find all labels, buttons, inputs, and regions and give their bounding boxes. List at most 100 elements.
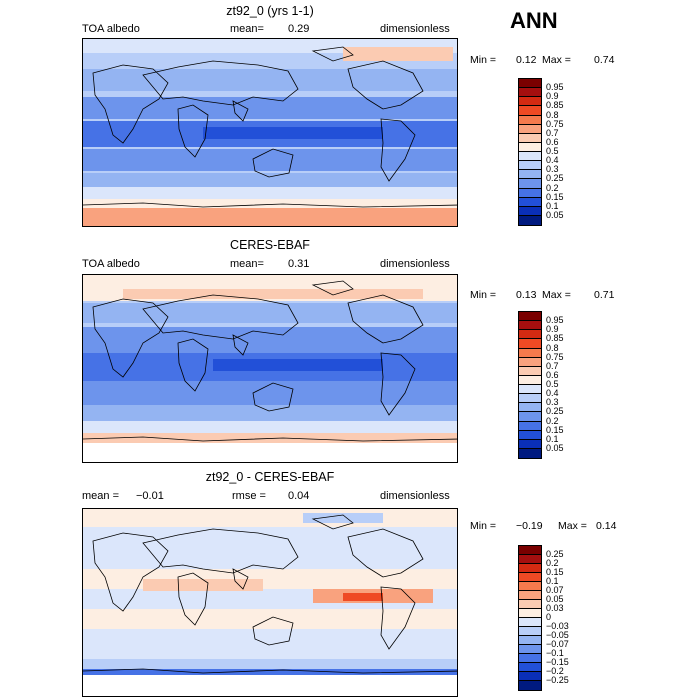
colorbar-swatch xyxy=(519,330,541,340)
colorbar-tick-label: 0.7 xyxy=(546,360,559,371)
colorbar-tick-label: 0.8 xyxy=(546,342,559,353)
panel-1-map xyxy=(82,38,458,227)
panel-3-map-field xyxy=(83,509,457,696)
colorbar-tick-label: 0.8 xyxy=(546,109,559,120)
colorbar-tick-label: 0.5 xyxy=(546,146,559,156)
colorbar-swatch xyxy=(519,627,541,636)
panel-2-variable: TOA albedo xyxy=(82,258,140,270)
colorbar-tick-label: −0.15 xyxy=(546,657,569,667)
colorbar-swatch xyxy=(519,636,541,645)
colorbar-tick-label: −0.03 xyxy=(546,621,569,631)
colorbar-tick-label: 0.15 xyxy=(546,567,564,577)
colorbar-swatch xyxy=(519,106,541,116)
colorbar-swatch xyxy=(519,403,541,413)
colorbar-tick-label: 0.85 xyxy=(546,333,564,344)
colorbar-swatch xyxy=(519,312,541,322)
colorbar-swatch xyxy=(519,672,541,681)
colorbar-swatch xyxy=(519,188,541,198)
colorbar-tick-label: 0.6 xyxy=(546,136,559,147)
panel-2-units: dimensionless xyxy=(380,258,450,270)
panel-2-map-field xyxy=(83,275,457,462)
colorbar-tick-label: 0.95 xyxy=(546,82,564,93)
panel-1-mean-label: mean= xyxy=(230,23,264,35)
colorbar-tick-label: 0.25 xyxy=(546,173,564,184)
colorbar-tick-label: 0 xyxy=(546,612,552,622)
panel-2-mean-value: 0.31 xyxy=(288,258,310,270)
colorbar-tick-label: 0.1 xyxy=(546,576,559,586)
colorbar-swatch xyxy=(519,366,541,376)
colorbar-swatch xyxy=(519,152,541,162)
colorbar-swatch xyxy=(519,645,541,654)
panel-1-mean-value: 0.29 xyxy=(288,23,310,35)
colorbar-tick-label: 0.5 xyxy=(546,379,559,389)
colorbar-swatch xyxy=(519,115,541,125)
colorbar-tick-label: −0.1 xyxy=(546,648,564,658)
colorbar-tick-label: −0.25 xyxy=(546,675,569,685)
panel-2-title: CERES-EBAF xyxy=(230,238,310,252)
colorbar-tick-label: 0.75 xyxy=(546,118,564,129)
panel-2-mean-label: mean= xyxy=(230,258,264,270)
panel-1-min-label: Min = xyxy=(470,54,496,66)
panel-1-title: zt92_0 (yrs 1-1) xyxy=(226,4,314,18)
panel-1-map-field xyxy=(83,39,457,226)
colorbar-tick-label: 0.4 xyxy=(546,155,559,166)
colorbar-swatch xyxy=(519,681,541,690)
colorbar-swatch xyxy=(519,161,541,171)
colorbar-swatch xyxy=(519,357,541,367)
colorbar-swatch xyxy=(519,555,541,564)
colorbar-tick-label: 0.95 xyxy=(546,315,564,326)
colorbar-swatch xyxy=(519,97,541,107)
colorbar-swatch xyxy=(519,663,541,672)
colorbar-tick-label: 0.9 xyxy=(546,91,559,102)
panel-3-rmse-label: rmse = xyxy=(232,490,266,502)
colorbar-swatch xyxy=(519,179,541,189)
panel-3-mean-value: −0.01 xyxy=(136,490,164,502)
panel-2-map xyxy=(82,274,458,463)
colorbar-swatch xyxy=(519,618,541,627)
colorbar-tick-label: 0.15 xyxy=(546,191,564,202)
colorbar-tick-label: −0.05 xyxy=(546,630,569,640)
panel-2-min-value: 0.13 xyxy=(516,289,537,301)
panel-3-title: zt92_0 - CERES-EBAF xyxy=(205,470,335,484)
colorbar-swatch xyxy=(519,206,541,216)
panel-3-max-label: Max = xyxy=(558,520,587,532)
colorbar-swatch xyxy=(519,321,541,331)
panel-3-map xyxy=(82,508,458,697)
panel-2-max-value: 0.71 xyxy=(594,289,615,301)
colorbar-swatch xyxy=(519,133,541,143)
colorbar-tick-label: 0.03 xyxy=(546,603,564,613)
colorbar-swatch xyxy=(519,546,541,555)
colorbar-tick-label: 0.1 xyxy=(546,200,559,211)
panel-1-max-value: 0.74 xyxy=(594,54,615,66)
colorbar-tick-label: −0.2 xyxy=(546,666,564,676)
colorbar-swatch xyxy=(519,600,541,609)
panel-2-min-label: Min = xyxy=(470,289,496,301)
panel-3-colorbar xyxy=(518,545,542,691)
colorbar-tick-label: 0.6 xyxy=(546,369,559,380)
colorbar-tick-label: 0.2 xyxy=(546,558,559,568)
colorbar-tick-label: 0.07 xyxy=(546,585,564,595)
colorbar-tick-label: 0.85 xyxy=(546,100,564,111)
colorbar-tick-label: 0.05 xyxy=(546,209,564,220)
colorbar-swatch xyxy=(519,124,541,134)
colorbar-swatch xyxy=(519,215,541,225)
colorbar-tick-label: 0.25 xyxy=(546,549,564,559)
panel-3-rmse-value: 0.04 xyxy=(288,490,310,502)
panel-2-colorbar xyxy=(518,311,542,459)
panel-3-min-value: −0.19 xyxy=(516,520,543,532)
colorbar-swatch xyxy=(519,430,541,440)
colorbar-swatch xyxy=(519,582,541,591)
colorbar-swatch xyxy=(519,385,541,395)
panel-1-max-label: Max = xyxy=(542,54,571,66)
panel-3-mean-label: mean = xyxy=(82,490,119,502)
colorbar-tick-label: 0.2 xyxy=(546,415,559,426)
colorbar-tick-label: 0.9 xyxy=(546,324,559,335)
colorbar-swatch xyxy=(519,394,541,404)
colorbar-swatch xyxy=(519,170,541,180)
colorbar-swatch xyxy=(519,348,541,358)
colorbar-swatch xyxy=(519,412,541,422)
colorbar-tick-label: 0.25 xyxy=(546,406,564,417)
colorbar-tick-label: 0.3 xyxy=(546,397,559,408)
colorbar-swatch xyxy=(519,654,541,663)
colorbar-swatch xyxy=(519,609,541,618)
